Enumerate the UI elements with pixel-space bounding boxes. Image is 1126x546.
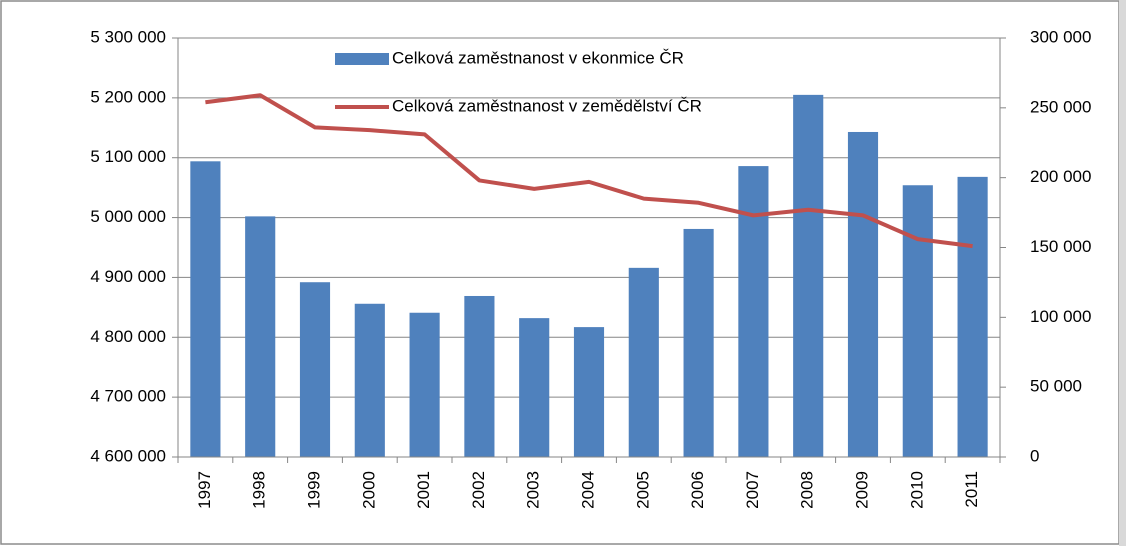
y-tick-label: 5 100 000	[90, 147, 166, 166]
x-tick-label: 2007	[743, 471, 762, 509]
y2-tick-label: 100 000	[1030, 307, 1091, 326]
bar	[354, 303, 385, 457]
bar	[190, 161, 221, 457]
y2-tick-label: 250 000	[1030, 97, 1091, 116]
x-tick-label: 2004	[578, 471, 597, 509]
y2-tick-label: 50 000	[1030, 377, 1082, 396]
y-tick-label: 5 300 000	[90, 27, 166, 46]
legend-swatch	[335, 53, 389, 65]
x-tick-label: 1997	[195, 471, 214, 509]
bar	[957, 176, 988, 457]
bar	[847, 131, 879, 457]
window-edge	[1119, 0, 1126, 546]
x-tick-label: 2011	[962, 471, 981, 508]
y-tick-label: 5 000 000	[90, 207, 166, 226]
x-tick-label: 2002	[469, 471, 488, 509]
bar	[299, 282, 331, 457]
bar	[409, 312, 440, 457]
bar	[793, 94, 824, 457]
x-tick-label: 1998	[250, 471, 269, 509]
x-tick-label: 2000	[359, 471, 378, 509]
x-tick-label: 1999	[304, 471, 323, 509]
y2-tick-label: 0	[1030, 446, 1039, 465]
x-tick-label: 2001	[414, 471, 433, 509]
y-tick-label: 4 600 000	[90, 446, 166, 465]
y2-tick-label: 200 000	[1030, 167, 1091, 186]
bar	[683, 228, 714, 457]
bar	[902, 185, 933, 457]
y2-tick-label: 150 000	[1030, 237, 1091, 256]
y2-tick-label: 300 000	[1030, 27, 1091, 46]
bar	[628, 267, 659, 457]
x-tick-label: 2008	[798, 471, 817, 509]
x-tick-label: 2009	[852, 471, 871, 509]
line	[205, 93, 973, 249]
bar	[464, 295, 495, 457]
bar	[245, 216, 276, 457]
x-tick-label: 2003	[524, 471, 543, 509]
y-tick-label: 4 900 000	[90, 267, 166, 286]
x-tick-label: 2006	[688, 471, 707, 509]
y-tick-label: 4 800 000	[90, 327, 166, 346]
y-tick-label: 4 700 000	[90, 387, 166, 406]
x-tick-label: 2005	[633, 471, 652, 509]
legend-label: Celková zaměstnanost v zemědělství ČR	[392, 96, 702, 115]
bar	[519, 318, 550, 457]
legend-label: Celková zaměstnanost v ekonmice ČR	[392, 48, 684, 67]
y-tick-label: 5 200 000	[90, 87, 166, 106]
x-tick-label: 2010	[907, 471, 926, 509]
bar	[573, 327, 605, 457]
bar	[738, 166, 769, 457]
